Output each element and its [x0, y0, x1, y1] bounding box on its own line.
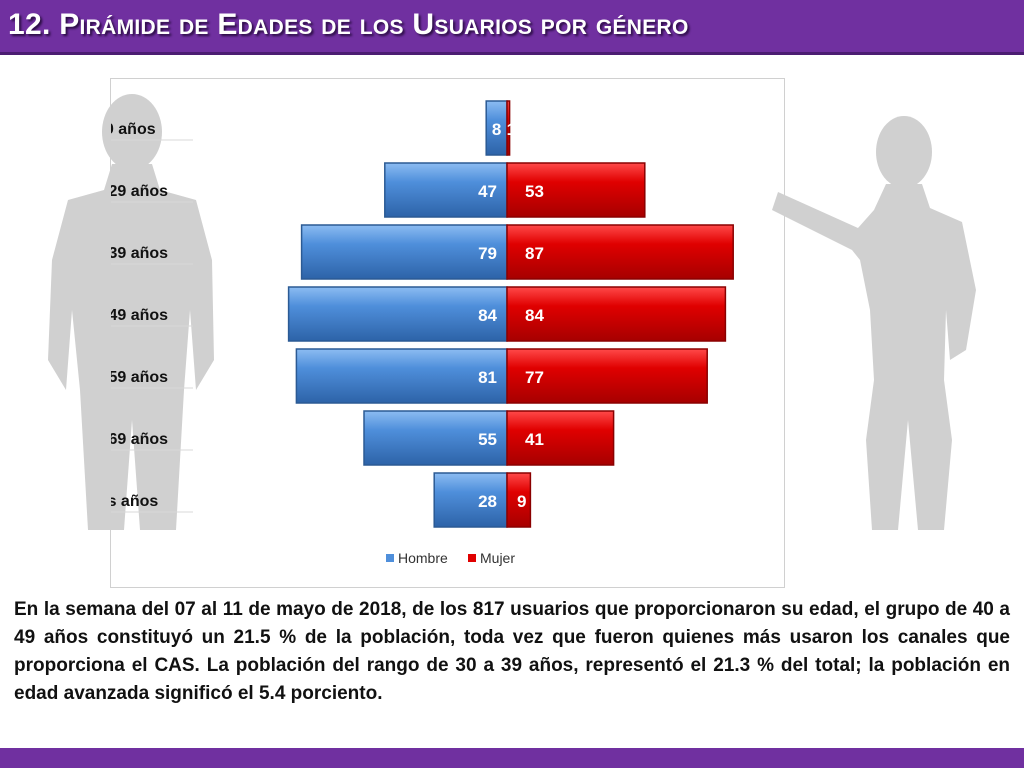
silhouettes-decoration: [48, 94, 976, 530]
value-label-mujer-de-40-a-49-anos: 84: [525, 306, 544, 325]
legend-swatch-hombre: [386, 554, 394, 562]
category-label-70-o-mas-anos: 70 o más años: [111, 493, 158, 510]
bar-hombre-de-30-a-39-anos: [300, 224, 508, 280]
male-silhouette-icon: [48, 94, 214, 530]
bar-hombre-70-o-mas-anos: [433, 472, 508, 528]
summary-paragraph: En la semana del 07 al 11 de mayo de 201…: [14, 599, 1010, 704]
value-label-hombre-70-o-mas-anos: 28: [478, 492, 497, 511]
category-label-de-30-a-39-anos: De 30 a 39 años: [111, 245, 168, 262]
bar-hombre-de-40-a-49-anos: [287, 286, 508, 342]
legend-label-mujer: Mujer: [480, 550, 515, 566]
value-label-hombre-de-20-a-29-anos: 47: [478, 182, 497, 201]
bar-mujer-de-40-a-49-anos: [506, 286, 727, 342]
bar-hombre-de-60-a-69-anos: [363, 410, 508, 466]
bar-mujer-de-20-a-29-anos: [506, 162, 646, 218]
category-label-de-60-a-69-anos: De 60 a 69 años: [111, 431, 168, 448]
category-label-hasta-19-anos: Hasta 19 años: [111, 121, 156, 138]
bar-hombre-de-20-a-29-anos: [384, 162, 508, 218]
bar-hombre-de-50-a-59-anos: [295, 348, 508, 404]
legend-label-hombre: Hombre: [398, 550, 448, 566]
chart-panel: Hasta 19 años 81 De 20 a 29 años 47 53 De 30 …: [110, 78, 785, 588]
legend-swatch-mujer: [468, 554, 476, 562]
population-pyramid-chart: Hasta 19 años 81 De 20 a 29 años 47 53 De 30 …: [111, 100, 734, 566]
value-label-mujer-de-60-a-69-anos: 41: [525, 430, 544, 449]
value-label-mujer-de-50-a-59-anos: 77: [525, 368, 544, 387]
female-silhouette-icon: [772, 116, 976, 530]
value-label-mujer-de-30-a-39-anos: 87: [525, 244, 544, 263]
bar-mujer-de-30-a-39-anos: [506, 224, 734, 280]
page-title: 12. Pirámide de Edades de los Usuarios p…: [8, 8, 689, 41]
value-label-mujer-hasta-19-anos: 1: [507, 120, 516, 139]
value-label-hombre-de-30-a-39-anos: 79: [478, 244, 497, 263]
value-label-hombre-hasta-19-anos: 8: [492, 120, 501, 139]
bar-mujer-hasta-19-anos: [506, 100, 511, 156]
chart-legend: Hombre Mujer: [386, 550, 515, 566]
value-label-mujer-de-20-a-29-anos: 53: [525, 182, 544, 201]
category-label-de-50-a-59-anos: De 50 a 59 años: [111, 369, 168, 386]
value-label-hombre-de-50-a-59-anos: 81: [478, 368, 497, 387]
category-label-de-20-a-29-anos: De 20 a 29 años: [111, 183, 168, 200]
value-label-hombre-de-40-a-49-anos: 84: [478, 306, 497, 325]
value-label-mujer-70-o-mas-anos: 9: [517, 492, 526, 511]
header-bar: 12. Pirámide de Edades de los Usuarios p…: [0, 0, 1024, 55]
category-label-de-40-a-49-anos: De 40 a 49 años: [111, 307, 168, 324]
value-label-hombre-de-60-a-69-anos: 55: [478, 430, 497, 449]
bar-mujer-de-60-a-69-anos: [506, 410, 615, 466]
bar-mujer-de-50-a-59-anos: [506, 348, 708, 404]
bar-mujer-70-o-mas-anos: [506, 472, 532, 528]
footer-bar: [0, 748, 1024, 768]
